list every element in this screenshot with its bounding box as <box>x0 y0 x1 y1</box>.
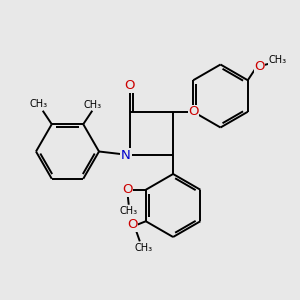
Text: O: O <box>122 183 133 196</box>
Text: CH₃: CH₃ <box>83 100 101 110</box>
Text: CH₃: CH₃ <box>120 206 138 216</box>
Text: O: O <box>254 60 265 73</box>
Text: O: O <box>127 218 137 231</box>
Text: O: O <box>125 79 135 92</box>
Text: CH₃: CH₃ <box>29 99 47 109</box>
Text: CH₃: CH₃ <box>134 243 152 253</box>
Text: N: N <box>121 148 131 162</box>
Text: O: O <box>188 105 199 119</box>
Text: CH₃: CH₃ <box>269 55 287 65</box>
